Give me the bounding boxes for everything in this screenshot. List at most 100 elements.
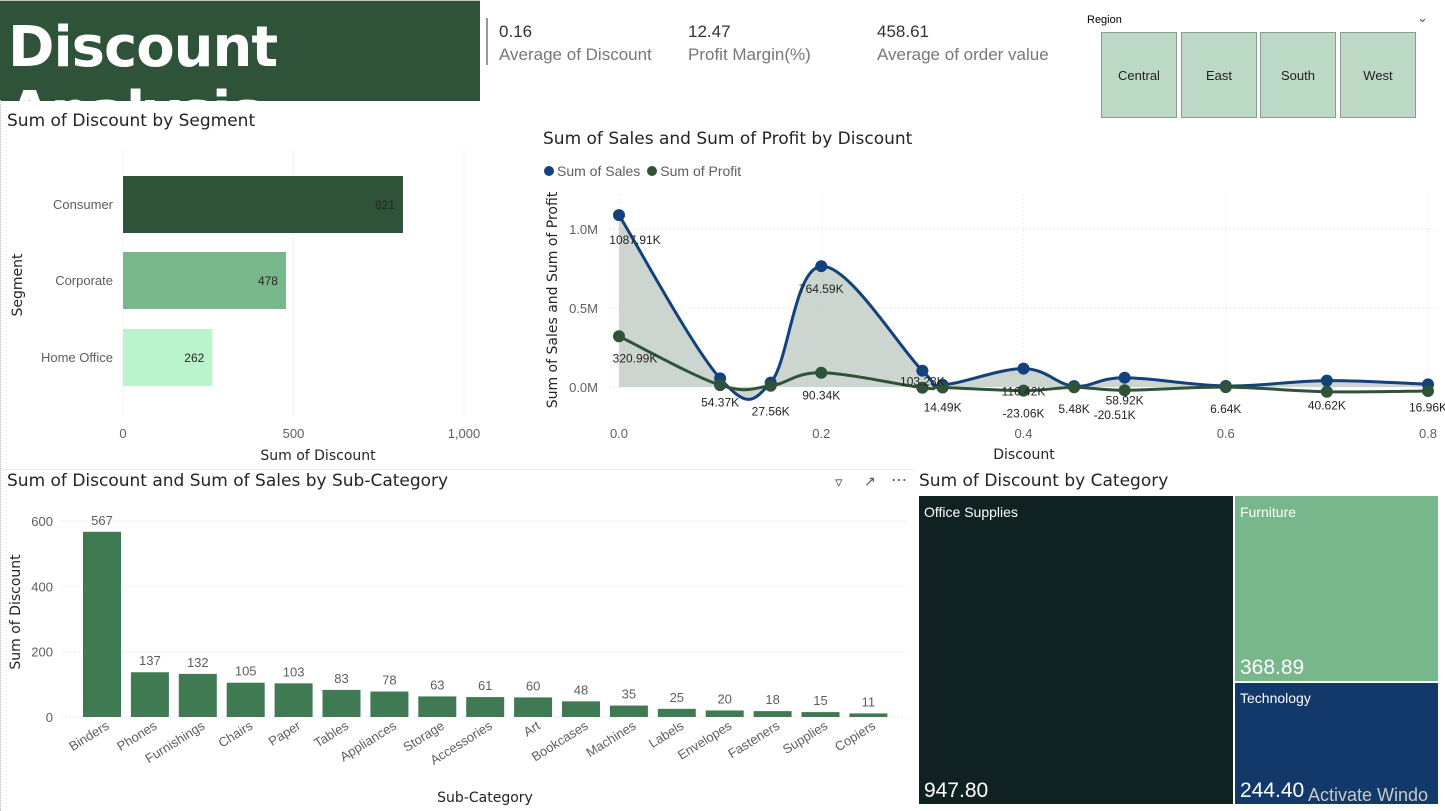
subcategory-bar[interactable] xyxy=(705,710,744,717)
segment-chart-title: Sum of Discount by Segment xyxy=(7,111,256,131)
subcategory-data-label: 105 xyxy=(235,664,257,679)
kpi-avg-order-label: Average of order value xyxy=(877,45,1049,64)
profit-point[interactable] xyxy=(714,379,727,392)
subcategory-bar[interactable] xyxy=(801,712,840,717)
subcategory-data-label: 61 xyxy=(478,678,492,693)
profit-line[interactable] xyxy=(618,334,1429,394)
profit-point[interactable] xyxy=(1068,381,1081,394)
line-x-tick: 0.0 xyxy=(610,426,628,441)
subcategory-chart-title: Sum of Discount and Sum of Sales by Sub-… xyxy=(7,471,449,491)
subcategory-y-tick: 200 xyxy=(31,645,53,660)
line-x-axis-title: Discount xyxy=(993,447,1055,463)
page-border xyxy=(0,100,2,811)
subcategory-y-tick: 400 xyxy=(31,579,53,594)
sales-point[interactable] xyxy=(1320,374,1333,387)
subcategory-bar[interactable] xyxy=(274,683,313,717)
kpi-avg-discount-value: 0.16 xyxy=(499,22,533,41)
profit-data-label: 90.34K xyxy=(802,389,840,403)
profit-point[interactable] xyxy=(936,381,949,394)
line-gridlines: 0.0M 0.5M 1.0M 0.0 0.2 0.4 0.6 0.8 xyxy=(569,195,1437,441)
subcategory-bar[interactable] xyxy=(609,705,648,717)
activation-watermark: Activate Windo xyxy=(1308,785,1429,805)
subcategory-bar[interactable] xyxy=(418,696,457,717)
subcategory-x-tick: Paper xyxy=(266,717,304,748)
legend-profit-label: Sum of Profit xyxy=(660,163,742,179)
line-x-tick: 0.6 xyxy=(1217,426,1235,441)
line-y-tick: 0.5M xyxy=(569,301,598,316)
treemap-title: Sum of Discount by Category xyxy=(919,471,1169,491)
sales-data-label: 27.56K xyxy=(752,405,790,419)
treemap-tile-office-supplies[interactable]: Office Supplies 947.80 xyxy=(919,496,1233,804)
title-banner: Discount Analysis xyxy=(0,0,480,145)
subcategory-x-tick: Envelopes xyxy=(675,718,735,763)
treemap-tile-technology[interactable]: Technology 244.40 xyxy=(1235,683,1438,804)
profit-point[interactable] xyxy=(1118,384,1131,397)
filter-icon[interactable]: ▿ xyxy=(835,474,843,491)
profit-point[interactable] xyxy=(1219,381,1232,394)
subcategory-bar[interactable] xyxy=(370,691,409,717)
profit-point[interactable] xyxy=(1017,384,1030,397)
focus-mode-icon[interactable]: ↗ xyxy=(864,473,876,489)
subcategory-data-label: 103 xyxy=(283,664,305,679)
profit-point[interactable] xyxy=(815,366,828,379)
subcategory-x-tick: Machines xyxy=(583,718,639,760)
line-y-axis-title: Sum of Sales and Sum of Profit xyxy=(545,191,561,408)
region-slicer-title: Region xyxy=(1087,14,1122,26)
profit-point[interactable] xyxy=(1422,384,1434,397)
subcategory-bar[interactable] xyxy=(322,689,361,717)
kpi-avg-order-value: 458.61 xyxy=(877,22,929,41)
divider xyxy=(0,469,914,470)
segment-x-tick: 0 xyxy=(119,426,126,441)
segment-bar[interactable] xyxy=(123,176,403,233)
subcategory-data-label: 18 xyxy=(765,692,779,707)
subcategory-bar[interactable] xyxy=(83,531,121,717)
segment-data-label: 821 xyxy=(375,198,395,212)
profit-point[interactable] xyxy=(916,381,929,394)
subcategory-bar[interactable] xyxy=(753,711,792,717)
sales-data-label: 6.64K xyxy=(1210,402,1241,416)
region-button-south[interactable]: South xyxy=(1260,32,1336,118)
subcategory-bar[interactable] xyxy=(514,697,553,717)
subcategory-data-label: 78 xyxy=(382,673,396,688)
treemap-tile-furniture[interactable]: Furniture 368.89 xyxy=(1235,496,1438,681)
sales-point[interactable] xyxy=(815,260,828,273)
subcategory-x-axis-title: Sub-Category xyxy=(437,790,533,806)
profit-point[interactable] xyxy=(613,330,625,343)
subcategory-bar[interactable] xyxy=(849,713,888,717)
segment-bar[interactable] xyxy=(123,252,286,309)
subcategory-bar[interactable] xyxy=(466,697,505,717)
subcategory-data-label: 137 xyxy=(139,653,161,668)
subcategory-y-tick: 600 xyxy=(31,514,53,529)
profit-point[interactable] xyxy=(764,379,777,392)
segment-bar[interactable] xyxy=(123,329,213,386)
subcategory-bar[interactable] xyxy=(562,701,600,717)
segment-x-tick: 500 xyxy=(283,426,305,441)
kpi-profit-margin-label: Profit Margin(%) xyxy=(688,45,811,64)
segment-x-tick: 1,000 xyxy=(448,426,481,441)
sales-point[interactable] xyxy=(916,364,929,377)
subcategory-data-label: 25 xyxy=(670,690,684,705)
subcategory-data-label: 48 xyxy=(574,682,588,697)
subcategory-bar[interactable] xyxy=(657,708,696,717)
sales-data-label: 103.23K xyxy=(900,375,945,389)
chevron-down-icon[interactable]: ⌄ xyxy=(1417,10,1428,25)
more-options-icon[interactable]: ⋯ xyxy=(891,472,907,489)
region-button-central[interactable]: Central xyxy=(1101,32,1177,118)
sales-point[interactable] xyxy=(613,209,625,222)
subcategory-bar[interactable] xyxy=(226,682,265,717)
region-button-west[interactable]: West xyxy=(1340,32,1416,118)
subcategory-data-label: 20 xyxy=(717,691,731,706)
region-button-east[interactable]: East xyxy=(1181,32,1257,118)
subcategory-bar[interactable] xyxy=(130,672,169,717)
profit-data-label: -23.06K xyxy=(1002,407,1044,421)
subcategory-bars: 567Binders137Phones132Furnishings105Chai… xyxy=(66,513,888,768)
profit-point[interactable] xyxy=(1320,385,1333,398)
subcategory-bar[interactable] xyxy=(178,673,217,717)
sales-point[interactable] xyxy=(1017,362,1030,375)
sales-area xyxy=(619,215,1428,400)
profit-data-label: -20.51K xyxy=(1094,408,1136,422)
sales-point[interactable] xyxy=(1118,371,1131,384)
segment-chart: 0 500 1,000 Consumer 821 Corporate 478 Home Of… xyxy=(10,150,481,464)
segment-bars: Consumer 821 Corporate 478 Home Office 262 xyxy=(41,176,403,386)
